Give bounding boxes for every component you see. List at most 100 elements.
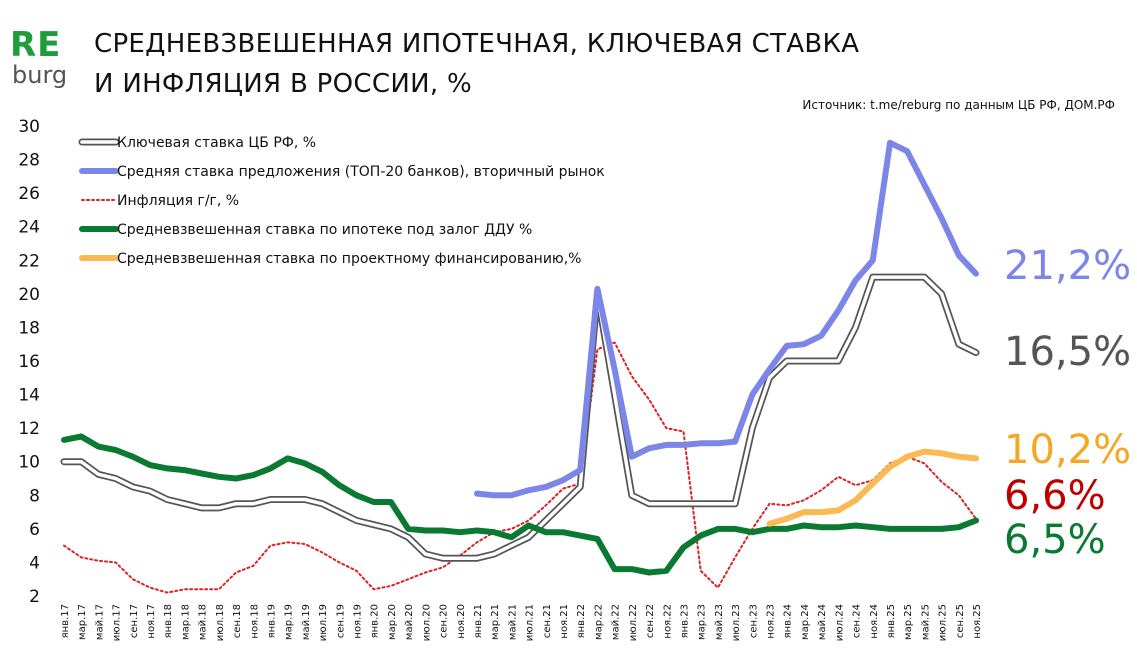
page-title: СРЕДНЕВЗВЕШЕННАЯ ИПОТЕЧНАЯ, КЛЮЧЕВАЯ СТА… (94, 24, 914, 104)
legend-label: Средняя ставка предложения (ТОП-20 банко… (117, 164, 605, 180)
x-tick-label: янв.23 (679, 604, 690, 638)
y-tick-label: 2 (29, 587, 40, 607)
x-tick-label: май.21 (507, 604, 518, 640)
x-tick-label: ноя.19 (353, 604, 364, 639)
y-tick-label: 26 (18, 184, 40, 204)
legend-label: Инфляция г/г, % (117, 193, 239, 209)
x-tick-label: мар.23 (697, 604, 708, 640)
x-tick-label: май.20 (404, 604, 415, 640)
title-line-2: И ИНФЛЯЦИЯ В РОССИИ, % (94, 69, 472, 99)
x-tick-label: июл.22 (628, 604, 639, 641)
x-tick-label: май.24 (817, 604, 828, 640)
y-tick-label: 18 (18, 318, 40, 338)
source-note: Источник: t.me/reburg по данным ЦБ РФ, Д… (802, 98, 1115, 112)
series-line (63, 341, 977, 594)
series-0 (60, 273, 980, 562)
y-tick-label: 12 (18, 419, 40, 439)
x-tick-label: сен.18 (232, 604, 243, 638)
x-tick-label: мар.22 (593, 604, 604, 640)
x-tick-label: июл.21 (525, 604, 536, 641)
series-2 (63, 341, 977, 594)
x-tick-label: мар.18 (180, 604, 191, 640)
legend-label: Средневзвешенная ставка по проектному фи… (117, 251, 581, 267)
y-tick-label: 8 (29, 486, 40, 506)
series-3 (61, 433, 979, 576)
x-tick-label: ноя.21 (559, 604, 570, 639)
x-tick-label: май.25 (920, 604, 931, 640)
x-tick-label: июл.24 (834, 604, 845, 641)
series-layer (60, 139, 980, 594)
x-tick-label: мар.21 (490, 604, 501, 640)
x-tick-label: сен.22 (645, 604, 656, 638)
x-tick-label: май.22 (611, 604, 622, 640)
x-tick-label: май.18 (198, 604, 209, 640)
legend-item: Средняя ставка предложения (ТОП-20 банко… (79, 164, 605, 180)
x-tick-label: янв.18 (163, 604, 174, 638)
legend-item: Инфляция г/г, % (81, 193, 239, 209)
x-tick-label: ноя.20 (456, 604, 467, 639)
series-1 (474, 139, 979, 499)
x-tick-label: ноя.22 (662, 604, 673, 639)
x-tick-label: ноя.23 (766, 604, 777, 639)
x-tick-label: июл.20 (421, 604, 432, 641)
callout-inflation: 6,6% (1004, 473, 1106, 519)
y-tick-label: 28 (18, 151, 40, 171)
legend-label: Ключевая ставка ЦБ РФ, % (117, 135, 316, 151)
title-line-1: СРЕДНЕВЗВЕШЕННАЯ ИПОТЕЧНАЯ, КЛЮЧЕВАЯ СТА… (94, 29, 860, 59)
x-tick-label: июл.19 (318, 604, 329, 641)
legend-item: Средневзвешенная ставка по ипотеке под з… (79, 222, 532, 238)
legend-label: Средневзвешенная ставка по ипотеке под з… (117, 222, 532, 238)
x-tick-label: янв.19 (266, 604, 277, 638)
x-tick-label: мар.25 (903, 604, 914, 640)
x-tick-label: июл.17 (112, 604, 123, 641)
x-tick-label: сен.20 (439, 604, 450, 638)
y-tick-label: 22 (18, 251, 40, 271)
x-tick-label: ноя.24 (869, 604, 880, 639)
x-tick-label: мар.17 (77, 604, 88, 640)
callout-offer-rate: 21,2% (1004, 243, 1132, 289)
x-tick-label: сен.23 (748, 604, 759, 638)
callout-project-rate: 10,2% (1004, 427, 1132, 473)
series-line (60, 273, 980, 562)
x-tick-label: янв.25 (886, 604, 897, 638)
series-line (62, 275, 978, 560)
logo-text-re: RE (10, 25, 62, 65)
x-tick-label: июл.25 (938, 604, 949, 641)
series-line (61, 433, 979, 576)
series-4 (766, 448, 979, 527)
callout-ddu-rate: 6,5% (1004, 517, 1106, 563)
series-line (766, 448, 979, 527)
x-tick-label: сен.21 (542, 604, 553, 638)
x-axis: янв.17 мар.17 май.17 июл.17 сен.17 ноя.17 янв.… (60, 604, 983, 641)
x-tick-label: июл.18 (215, 604, 226, 641)
y-tick-label: 6 (29, 520, 40, 540)
x-tick-label: сен.24 (852, 604, 863, 638)
y-tick-label: 24 (18, 218, 40, 238)
x-tick-label: сен.25 (955, 604, 966, 638)
x-tick-label: янв.24 (783, 604, 794, 638)
logo-text-burg: burg (12, 61, 68, 89)
y-tick-label: 30 (18, 117, 40, 137)
series-line (474, 139, 979, 499)
x-tick-label: янв.17 (60, 604, 71, 638)
x-tick-label: янв.22 (576, 604, 587, 638)
y-tick-label: 14 (18, 386, 40, 406)
x-tick-label: янв.20 (370, 604, 381, 638)
x-tick-label: янв.21 (473, 604, 484, 638)
legend: Ключевая ставка ЦБ РФ, % Средняя ставка п… (78, 135, 605, 267)
x-tick-label: сен.19 (335, 604, 346, 638)
callout-key-rate: 16,5% (1004, 329, 1132, 375)
reburg-logo: RE burg (10, 28, 74, 88)
x-tick-label: мар.19 (284, 604, 295, 640)
x-tick-label: май.17 (94, 604, 105, 640)
y-tick-label: 4 (29, 553, 40, 573)
x-tick-label: сен.17 (129, 604, 140, 638)
x-tick-label: май.19 (301, 604, 312, 640)
x-tick-label: июл.23 (731, 604, 742, 641)
legend-item: Ключевая ставка ЦБ РФ, % (78, 135, 316, 151)
x-tick-label: ноя.17 (146, 604, 157, 639)
x-tick-label: май.23 (714, 604, 725, 640)
y-tick-label: 20 (18, 285, 40, 305)
